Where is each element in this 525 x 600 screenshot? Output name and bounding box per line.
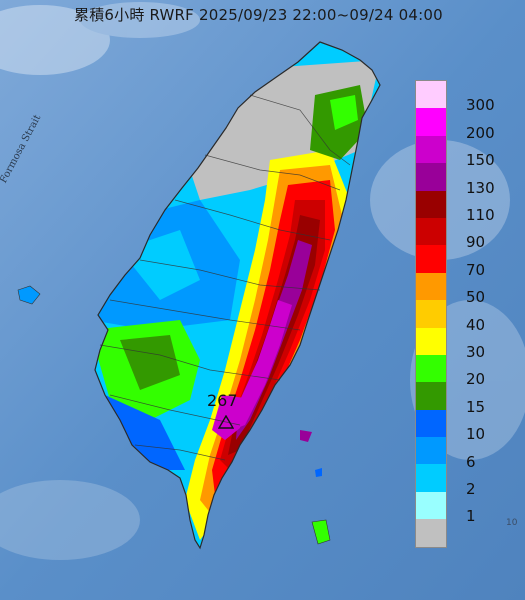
legend-label: 10 bbox=[466, 425, 486, 444]
legend-label: 20 bbox=[466, 370, 486, 389]
legend-label: 1 bbox=[466, 507, 476, 526]
legend-swatch bbox=[416, 272, 446, 301]
legend-swatch bbox=[416, 327, 446, 355]
legend-swatch bbox=[416, 135, 446, 164]
legend-swatch bbox=[416, 190, 446, 218]
legend-swatch bbox=[416, 163, 446, 191]
coastline bbox=[94, 41, 381, 550]
legend-label: 2 bbox=[466, 480, 476, 498]
legend-label: 40 bbox=[466, 315, 486, 334]
legend-label: 300 bbox=[466, 96, 495, 115]
legend-swatch bbox=[416, 108, 446, 136]
legend-label: 110 bbox=[466, 206, 495, 224]
legend-swatch bbox=[416, 519, 446, 547]
legend-label: 50 bbox=[466, 288, 486, 307]
legend-swatch bbox=[416, 382, 446, 410]
legend-label: 130 bbox=[466, 178, 495, 197]
offshore-islands bbox=[17, 285, 331, 545]
legend-swatch bbox=[416, 217, 446, 246]
legend-swatch bbox=[416, 491, 446, 520]
legend-swatch bbox=[416, 81, 446, 109]
legend-swatch bbox=[416, 354, 446, 383]
legend-swatch bbox=[416, 300, 446, 328]
max-location-triangle-icon bbox=[218, 415, 234, 429]
max-rainfall-value: 267 bbox=[207, 391, 238, 410]
legend-label: 6 bbox=[466, 452, 476, 471]
county-boundaries bbox=[99, 94, 351, 461]
rainfall-legend bbox=[415, 80, 447, 548]
legend-swatch bbox=[416, 437, 446, 465]
legend-label: 150 bbox=[466, 151, 495, 170]
legend-swatch bbox=[416, 409, 446, 438]
legend-swatch bbox=[416, 464, 446, 492]
legend-label: 15 bbox=[466, 397, 486, 416]
legend-swatch bbox=[416, 245, 446, 273]
legend-label: 70 bbox=[466, 260, 486, 279]
map-title: 累積6小時 RWRF 2025/09/23 22:00~09/24 04:00 bbox=[74, 6, 443, 24]
legend-label: 90 bbox=[466, 233, 486, 252]
ocean-marker-label: 10 bbox=[506, 518, 518, 528]
legend-label: 200 bbox=[466, 123, 495, 142]
legend-label: 30 bbox=[466, 343, 486, 361]
